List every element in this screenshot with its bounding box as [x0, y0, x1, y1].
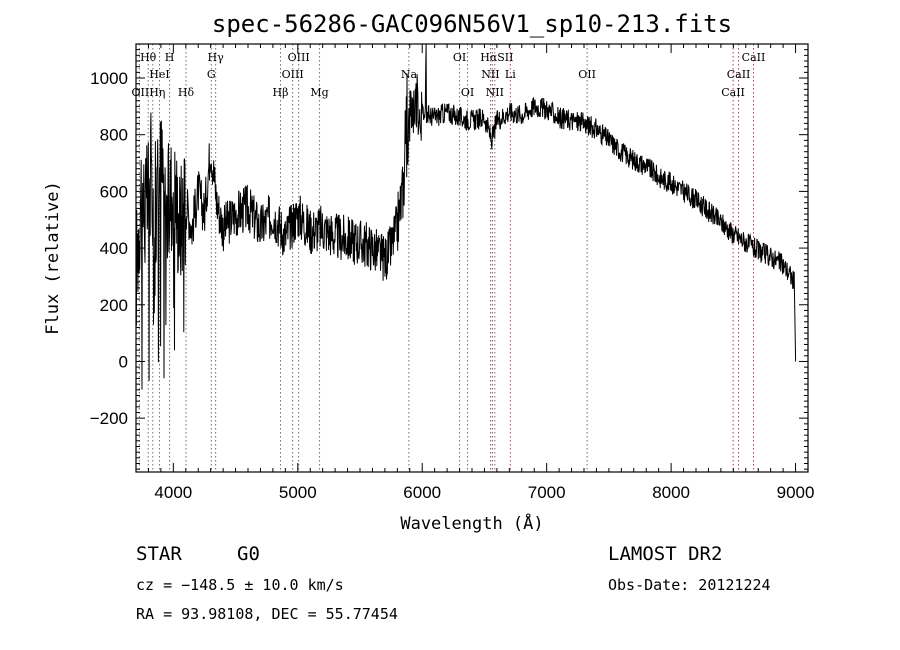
flux-line	[135, 43, 797, 390]
y-axis-ticks: −200 0 200 400 600 800 1000	[90, 49, 808, 470]
x-axis-ticks: 4000 5000 6000 7000 8000 9000	[135, 44, 815, 502]
y-tick-label: 600	[100, 182, 128, 201]
y-tick-label: 800	[100, 126, 128, 145]
x-tick-label: 8000	[652, 483, 690, 502]
spectral-line-label: Hβ	[273, 86, 289, 99]
spectral-line-label: OIII	[288, 51, 310, 64]
y-tick-label: 400	[100, 239, 128, 258]
spectral-line-label: Hδ	[178, 86, 195, 99]
plot-frame	[135, 43, 809, 473]
spectral-line-label: HαSII	[480, 51, 513, 64]
spectral-line-label: Hγ	[208, 51, 225, 64]
object-class: STAR	[136, 543, 182, 565]
y-tick-label: 0	[119, 352, 128, 371]
spectral-line-label: Na	[401, 68, 418, 81]
x-axis-label: Wavelength (Å)	[400, 512, 543, 534]
y-tick-label: 200	[100, 296, 128, 315]
observation-date: Obs-Date: 20121224	[608, 576, 771, 594]
spectral-line-label: CaII	[742, 51, 766, 64]
spectral-line-label: OI	[453, 51, 466, 64]
spectral-line-label: NII	[481, 68, 499, 81]
spectral-line-label: NII	[486, 86, 504, 99]
spectral-line-markers	[138, 44, 754, 472]
spectral-line-label: G	[207, 68, 216, 81]
spectral-line-label: CaII	[721, 86, 745, 99]
flux-series	[135, 43, 797, 390]
x-tick-label: 7000	[528, 483, 566, 502]
survey-name: LAMOST DR2	[608, 543, 722, 565]
spectral-line-label: Mg	[310, 86, 328, 99]
spectral-line-label: HeI	[149, 68, 169, 81]
spectral-line-label: OII	[578, 68, 596, 81]
spectral-line-label: CaII	[727, 68, 751, 81]
redshift-value: cz = −148.5 ± 10.0 km/s	[136, 576, 344, 594]
x-tick-label: 9000	[777, 483, 815, 502]
x-tick-label: 5000	[279, 483, 317, 502]
y-tick-label: −200	[90, 409, 128, 428]
y-tick-label: 1000	[90, 69, 128, 88]
chart-title: spec-56286-GAC096N56V1_sp10-213.fits	[212, 10, 732, 38]
spectral-line-label: Li	[505, 68, 516, 81]
spectral-line-label: OI	[461, 86, 474, 99]
spectral-subclass: G0	[237, 543, 260, 565]
x-tick-label: 4000	[154, 483, 192, 502]
spectral-line-label: H	[165, 51, 175, 64]
spectral-line-label: Hθ	[140, 51, 157, 64]
spectral-line-label: OIII	[282, 68, 304, 81]
y-axis-label: Flux (relative)	[43, 181, 63, 335]
coordinates: RA = 93.98108, DEC = 55.77454	[136, 605, 398, 623]
x-tick-label: 6000	[403, 483, 441, 502]
